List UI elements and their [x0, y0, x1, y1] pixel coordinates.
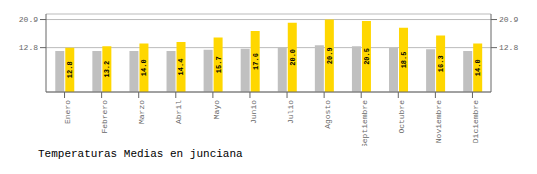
svg-text:Diciembre: Diciembre	[471, 100, 480, 143]
svg-text:15.7: 15.7	[215, 56, 223, 73]
svg-text:Septiembre: Septiembre	[360, 100, 369, 146]
svg-text:18.5: 18.5	[400, 52, 408, 69]
svg-text:14.0: 14.0	[474, 59, 482, 76]
svg-text:20.0: 20.0	[289, 49, 297, 66]
svg-text:14.0: 14.0	[140, 59, 148, 76]
svg-text:Febrero: Febrero	[100, 100, 109, 134]
svg-text:Agosto: Agosto	[323, 100, 332, 129]
svg-text:12.8: 12.8	[19, 43, 38, 52]
svg-text:20.9: 20.9	[326, 47, 334, 64]
svg-text:Noviembre: Noviembre	[434, 100, 443, 143]
html-text:Temperaturas Medias en juncian: Temperaturas Medias en junciana	[38, 148, 243, 160]
svg-text:20.5: 20.5	[363, 48, 371, 65]
svg-text:14.4: 14.4	[178, 59, 186, 76]
svg-text:20.9: 20.9	[19, 15, 38, 24]
svg-text:Mayo: Mayo	[212, 100, 221, 119]
svg-text:13.2: 13.2	[103, 61, 111, 78]
svg-text:Junio: Junio	[249, 100, 258, 124]
svg-text:17.6: 17.6	[252, 53, 260, 70]
svg-text:Octubre: Octubre	[397, 100, 406, 134]
svg-text:12.8: 12.8	[499, 43, 518, 52]
svg-text:Julio: Julio	[286, 100, 295, 124]
svg-text:16.3: 16.3	[437, 55, 445, 72]
svg-text:20.9: 20.9	[499, 15, 518, 24]
svg-text:Enero: Enero	[63, 100, 72, 124]
svg-text:Marzo: Marzo	[137, 100, 146, 124]
svg-text:Abril: Abril	[174, 100, 183, 124]
svg-text:12.8: 12.8	[66, 61, 74, 78]
